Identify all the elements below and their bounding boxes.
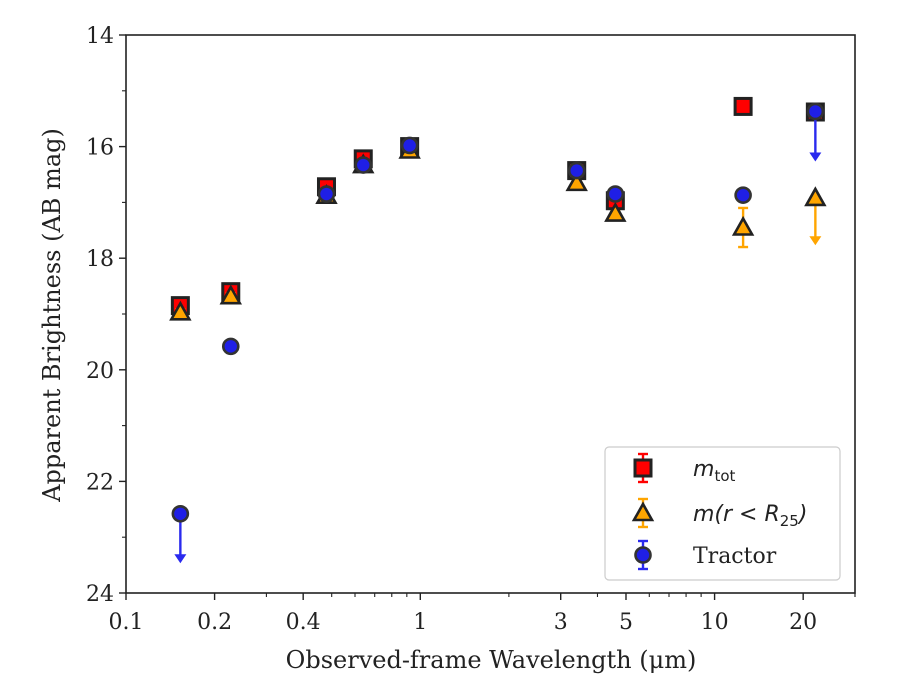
legend-label: m(r < R25) bbox=[693, 502, 807, 530]
x-tick-label: 0.4 bbox=[286, 610, 321, 635]
legend-label-subscript: 25 bbox=[780, 512, 799, 530]
y-tick-label: 18 bbox=[86, 247, 114, 272]
legend-label-tail: ) bbox=[797, 502, 808, 527]
data-point bbox=[169, 300, 192, 321]
y-tick-label: 24 bbox=[86, 582, 114, 607]
series-layer bbox=[169, 96, 827, 564]
upper-limit-arrow-head bbox=[809, 236, 822, 246]
x-tick-label: 0.2 bbox=[197, 610, 232, 635]
data-point bbox=[317, 185, 336, 203]
legend-label-main: Tractor bbox=[693, 544, 777, 569]
data-point bbox=[171, 504, 190, 523]
series-1 bbox=[169, 138, 827, 321]
y-axis: 14 16 18 20 22 24 bbox=[86, 24, 126, 607]
legend-label-subscript: tot bbox=[714, 467, 735, 485]
legend: mtot m(r < R25) Tractor bbox=[604, 446, 841, 581]
series-2 bbox=[171, 102, 825, 564]
data-point bbox=[219, 284, 242, 305]
x-tick-label: 0.1 bbox=[109, 610, 144, 635]
data-point bbox=[806, 102, 825, 121]
x-axis-title: Observed-frame Wavelength (μm) bbox=[286, 646, 697, 674]
data-point bbox=[606, 185, 625, 203]
legend-marker bbox=[633, 458, 653, 478]
legend-box bbox=[604, 446, 841, 581]
data-point bbox=[733, 96, 753, 116]
x-tick-label: 5 bbox=[619, 610, 633, 635]
data-point bbox=[221, 337, 240, 356]
data-point bbox=[604, 201, 627, 222]
data-point bbox=[565, 171, 588, 192]
legend-label-main: m(r < R bbox=[693, 502, 780, 527]
y-tick-label: 20 bbox=[86, 359, 114, 384]
x-tick-label: 10 bbox=[701, 610, 729, 635]
y-tick-label: 14 bbox=[86, 24, 114, 49]
series-0 bbox=[170, 96, 825, 316]
upper-limit-arrow-head bbox=[809, 152, 822, 162]
y-tick-label: 22 bbox=[86, 470, 114, 495]
data-point bbox=[804, 186, 827, 207]
x-tick-label: 1 bbox=[413, 610, 427, 635]
legend-label: Tractor bbox=[693, 544, 777, 569]
x-tick-label: 20 bbox=[789, 610, 817, 635]
data-point bbox=[567, 161, 586, 180]
y-tick-label: 16 bbox=[86, 136, 114, 161]
data-point bbox=[400, 136, 419, 155]
legend-label-main: m bbox=[693, 457, 714, 482]
legend-marker bbox=[634, 546, 652, 564]
legend-label: mtot bbox=[693, 457, 735, 485]
upper-limit-arrow-head bbox=[174, 554, 187, 564]
x-tick-label: 3 bbox=[554, 610, 568, 635]
data-point bbox=[354, 156, 373, 174]
x-axis: 0.1 0.2 0.4 1 3 5 10 20 bbox=[109, 593, 856, 635]
y-axis-title: Apparent Brightness (AB mag) bbox=[38, 128, 66, 503]
data-point bbox=[731, 215, 755, 236]
legend-marker bbox=[631, 501, 655, 522]
data-point bbox=[734, 186, 752, 204]
